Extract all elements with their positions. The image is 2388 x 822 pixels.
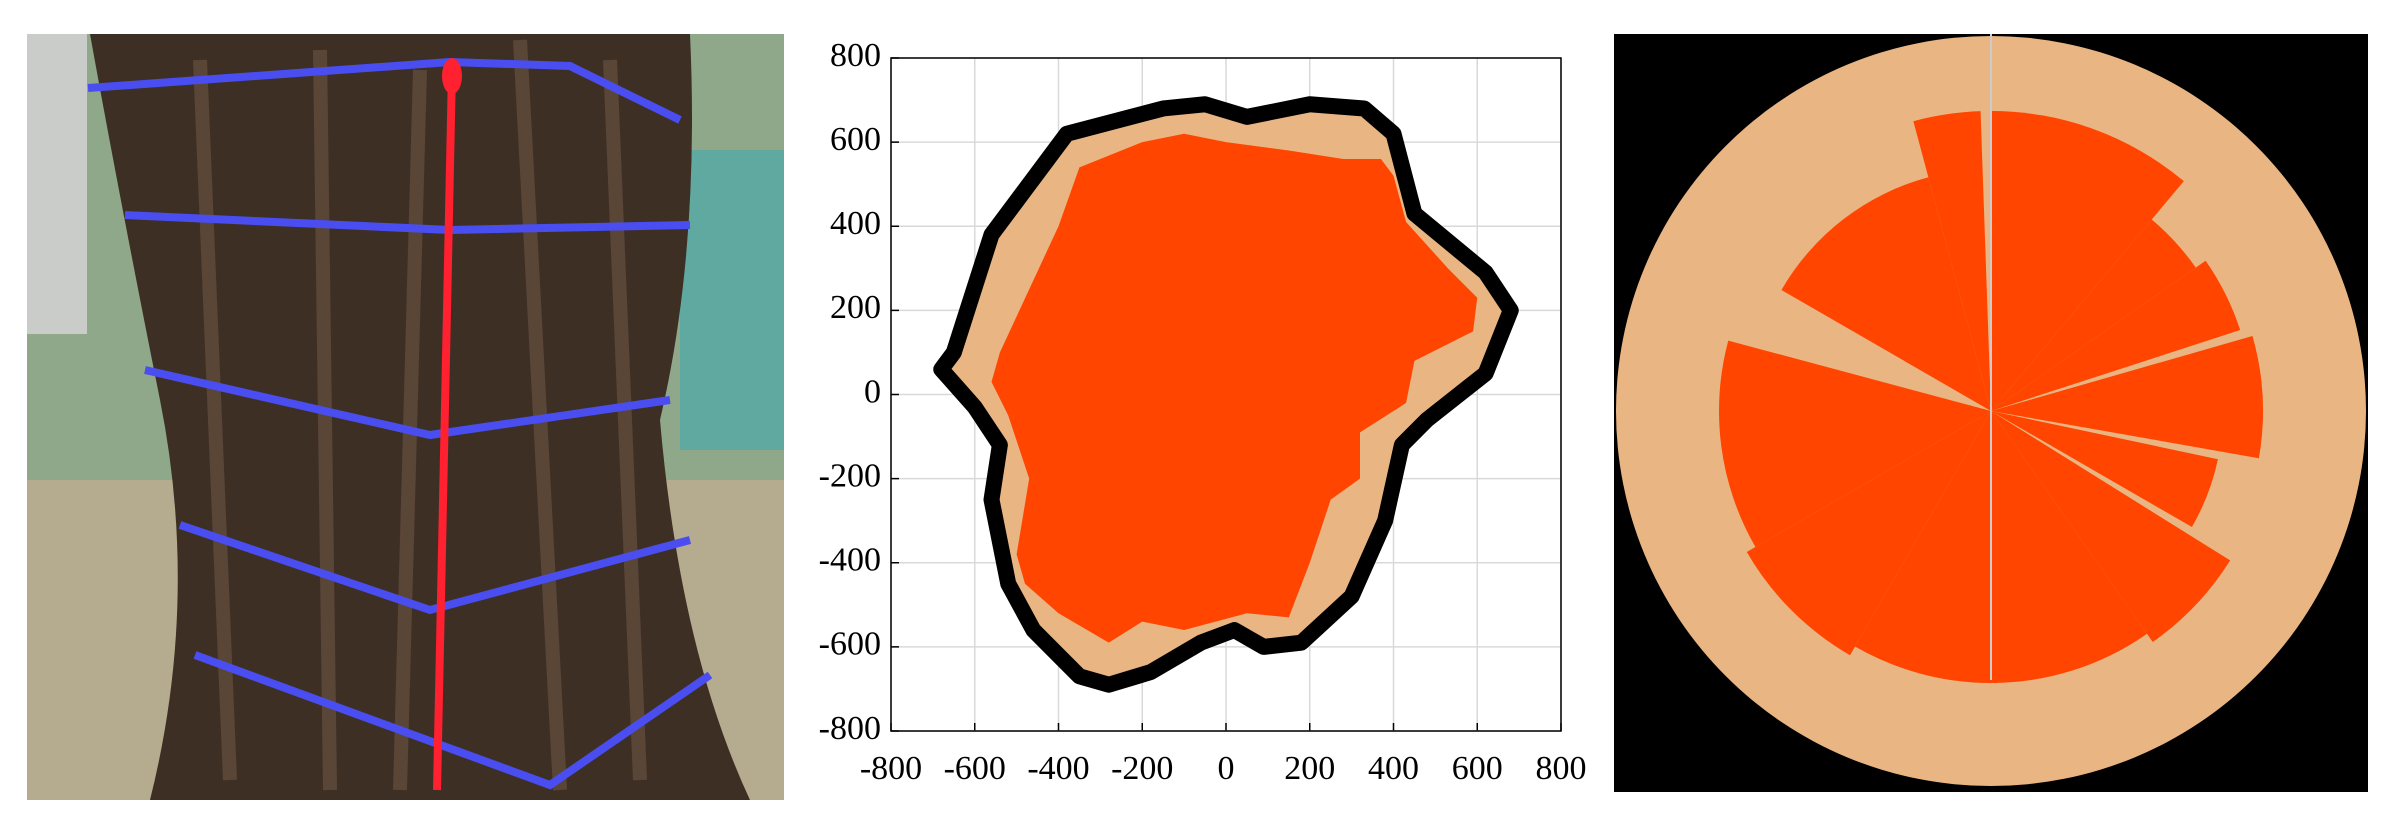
decay-wedge [1746, 411, 1991, 656]
x-tick-label: 400 [1368, 750, 1419, 787]
decay-wedge [1991, 411, 2218, 527]
y-tick-label: 800 [830, 37, 881, 74]
y-tick-label: 400 [830, 205, 881, 242]
building [27, 34, 87, 334]
decay-wedge [1991, 411, 2148, 683]
x-tick-label: 0 [1218, 750, 1235, 787]
decay-wedge [1991, 111, 2184, 411]
decay-wedge [1991, 336, 2263, 459]
decay-wedge [1991, 260, 2241, 411]
y-tick-label: 0 [864, 373, 881, 410]
decay-wedge [1913, 111, 1991, 412]
y-tick-label: -800 [819, 710, 881, 747]
y-tick-label: -200 [819, 457, 881, 494]
x-tick-label: 800 [1536, 750, 1587, 787]
x-tick-label: 600 [1452, 750, 1503, 787]
y-tick-label: 600 [830, 121, 881, 158]
tomogram [1614, 34, 2368, 792]
decay-wedge [1855, 411, 1991, 683]
plot: -800 -600 -400 -200 0 200 400 600 800 -800 -600 -40… [819, 37, 1587, 787]
sensor-bands [87, 57, 713, 790]
y-tick-label: -400 [819, 542, 881, 579]
plot-frame [890, 57, 1562, 732]
x-tick-label: -600 [944, 750, 1006, 787]
region [991, 133, 1478, 643]
x-tick-label: -800 [860, 750, 922, 787]
x-tick-label: -400 [1027, 750, 1089, 787]
decay-wedge [1991, 219, 2196, 411]
x-tick-label: 200 [1284, 750, 1335, 787]
x-tick-label: -200 [1111, 750, 1173, 787]
water [680, 150, 784, 450]
rope-knot [442, 58, 462, 94]
y-tick-label: -600 [819, 626, 881, 663]
decay-wedge [1781, 177, 1991, 411]
decay-wedge [1719, 340, 1991, 547]
measuring-rope [433, 69, 456, 791]
tree-photo [27, 34, 784, 800]
decay-wedge [1991, 411, 2231, 643]
y-tick-label: 200 [830, 289, 881, 326]
